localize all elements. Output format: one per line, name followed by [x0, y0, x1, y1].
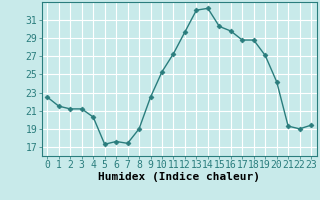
X-axis label: Humidex (Indice chaleur): Humidex (Indice chaleur): [98, 172, 260, 182]
